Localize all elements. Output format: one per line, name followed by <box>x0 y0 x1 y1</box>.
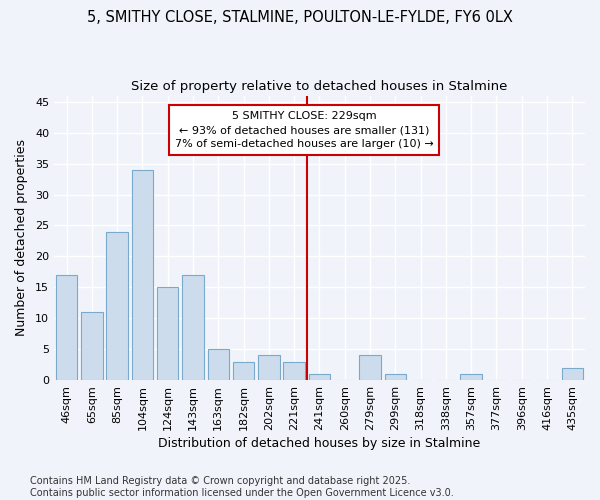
Text: 5 SMITHY CLOSE: 229sqm
← 93% of detached houses are smaller (131)
7% of semi-det: 5 SMITHY CLOSE: 229sqm ← 93% of detached… <box>175 111 434 149</box>
Title: Size of property relative to detached houses in Stalmine: Size of property relative to detached ho… <box>131 80 508 93</box>
Bar <box>208 349 229 380</box>
Bar <box>81 312 103 380</box>
Text: 5, SMITHY CLOSE, STALMINE, POULTON-LE-FYLDE, FY6 0LX: 5, SMITHY CLOSE, STALMINE, POULTON-LE-FY… <box>87 10 513 25</box>
Bar <box>106 232 128 380</box>
Bar <box>562 368 583 380</box>
Bar <box>283 362 305 380</box>
Bar <box>258 356 280 380</box>
Bar <box>131 170 153 380</box>
Bar <box>385 374 406 380</box>
Bar <box>460 374 482 380</box>
Text: Contains HM Land Registry data © Crown copyright and database right 2025.
Contai: Contains HM Land Registry data © Crown c… <box>30 476 454 498</box>
Bar <box>182 275 204 380</box>
Bar <box>359 356 381 380</box>
Y-axis label: Number of detached properties: Number of detached properties <box>15 140 28 336</box>
Bar <box>309 374 330 380</box>
Bar <box>56 275 77 380</box>
X-axis label: Distribution of detached houses by size in Stalmine: Distribution of detached houses by size … <box>158 437 481 450</box>
Bar <box>233 362 254 380</box>
Bar <box>157 288 178 380</box>
